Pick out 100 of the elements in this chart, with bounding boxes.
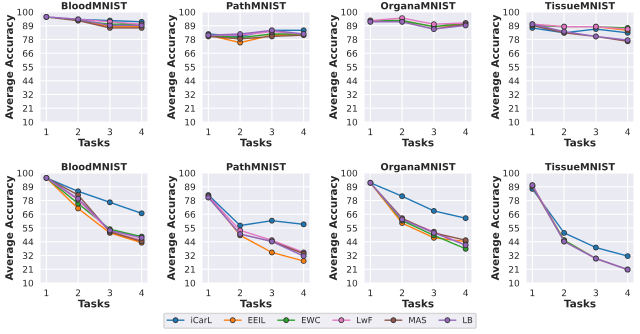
chart-title: PathMNIST: [226, 2, 286, 10]
y-tick-label: 66: [346, 50, 358, 57]
y-tick-label: 89: [22, 22, 34, 30]
y-axis-title: Average Accuracy: [491, 14, 502, 120]
legend-label: iCarL: [191, 316, 212, 324]
y-tick-label: 66: [22, 210, 34, 218]
x-tick-label: 3: [270, 289, 274, 296]
y-axis-title: Average Accuracy: [329, 176, 340, 280]
x-tick-label: 3: [432, 128, 436, 136]
x-axis-title: Tasks: [240, 299, 272, 308]
y-tick-label: 89: [508, 183, 520, 190]
x-tick-label: 1: [368, 128, 372, 136]
x-tick-label: 2: [238, 128, 242, 136]
chart-title: BloodMNIST: [62, 2, 128, 10]
y-tick-label: 55: [22, 64, 33, 71]
x-axis-title: Tasks: [78, 138, 110, 146]
x-tick-label: 3: [594, 128, 598, 136]
x-tick-label: 1: [530, 128, 534, 136]
y-tick-label: 89: [184, 183, 196, 190]
x-tick-label: 4: [301, 290, 306, 296]
y-tick-label: 100: [342, 170, 358, 177]
x-tick-label: 4: [139, 128, 144, 136]
x-tick-label: 1: [206, 128, 210, 136]
y-tick-label: 32: [184, 91, 195, 98]
x-tick-label: 4: [463, 128, 468, 136]
y-tick-label: 78: [509, 197, 520, 204]
chart-title: BloodMNIST: [62, 162, 128, 170]
x-tick-label: 4: [301, 128, 306, 136]
y-tick-label: 10: [509, 280, 520, 287]
y-tick-label: 66: [184, 210, 196, 218]
legend-label: LwF: [357, 317, 372, 324]
x-tick-label: 4: [463, 290, 468, 296]
x-tick-label: 1: [368, 290, 372, 296]
y-tick-label: 55: [508, 64, 519, 71]
y-tick-label: 21: [184, 104, 195, 112]
y-axis-title: Average Accuracy: [491, 176, 502, 280]
x-tick-label: 4: [625, 290, 630, 296]
y-tick-label: 44: [184, 78, 196, 84]
y-tick-label: 78: [185, 36, 196, 44]
y-tick-label: 21: [346, 104, 357, 112]
x-axis-title: Tasks: [78, 299, 110, 308]
y-axis-title: Average Accuracy: [167, 14, 178, 120]
y-tick-label: 10: [185, 118, 196, 126]
y-axis-title: Average Accuracy: [329, 14, 340, 120]
x-tick-label: 3: [432, 289, 436, 296]
y-tick-label: 89: [346, 183, 358, 190]
x-tick-label: 2: [400, 289, 404, 296]
y-tick-label: 66: [508, 50, 520, 57]
y-tick-label: 66: [346, 210, 358, 218]
y-tick-label: 100: [504, 170, 520, 177]
x-tick-label: 1: [530, 290, 534, 296]
y-tick-label: 78: [347, 36, 358, 44]
chart-title: PathMNIST: [226, 162, 286, 170]
x-tick-label: 1: [44, 290, 48, 296]
x-tick-label: 2: [76, 128, 80, 136]
x-axis-title: Tasks: [402, 138, 434, 146]
chart-title: TissueMNIST: [544, 2, 616, 10]
y-axis-title: Average Accuracy: [5, 176, 16, 280]
x-axis-title: Tasks: [564, 138, 596, 146]
y-tick-label: 10: [347, 118, 358, 126]
y-tick-label: 89: [346, 22, 358, 30]
y-tick-label: 55: [22, 224, 33, 232]
y-axis-title: Average Accuracy: [167, 176, 178, 280]
y-axis-title: Average Accuracy: [5, 14, 16, 120]
y-tick-label: 100: [342, 8, 358, 16]
y-tick-label: 21: [22, 104, 33, 112]
y-tick-label: 89: [184, 22, 196, 30]
y-tick-label: 55: [184, 224, 195, 232]
x-tick-label: 3: [270, 128, 274, 136]
x-tick-label: 3: [108, 128, 112, 136]
y-tick-label: 55: [346, 224, 357, 232]
y-tick-label: 32: [508, 91, 519, 98]
y-tick-label: 44: [346, 78, 358, 84]
y-tick-label: 44: [508, 78, 520, 84]
y-tick-label: 21: [508, 266, 519, 273]
x-tick-label: 3: [594, 289, 598, 296]
y-tick-label: 10: [185, 280, 196, 287]
y-tick-label: 44: [346, 238, 358, 246]
y-tick-label: 100: [180, 170, 196, 177]
y-tick-label: 32: [346, 91, 357, 98]
x-tick-label: 3: [108, 289, 112, 296]
y-tick-label: 32: [346, 252, 357, 260]
y-tick-label: 21: [184, 266, 195, 273]
legend-label: EEIL: [248, 317, 266, 324]
x-tick-label: 4: [139, 290, 144, 296]
y-tick-label: 10: [347, 280, 358, 287]
y-tick-label: 66: [22, 50, 34, 57]
y-tick-label: 78: [347, 197, 358, 204]
x-tick-label: 2: [562, 128, 566, 136]
y-tick-label: 78: [509, 36, 520, 44]
y-tick-label: 55: [184, 64, 195, 71]
y-tick-label: 44: [508, 238, 520, 246]
legend-label: EWC: [302, 316, 320, 324]
y-tick-label: 100: [180, 8, 196, 16]
y-tick-label: 21: [508, 104, 519, 112]
y-tick-label: 89: [508, 22, 520, 30]
y-tick-label: 10: [23, 280, 34, 287]
x-tick-label: 2: [400, 128, 404, 136]
chart-title: TissueMNIST: [544, 162, 616, 170]
y-tick-label: 10: [509, 118, 520, 126]
